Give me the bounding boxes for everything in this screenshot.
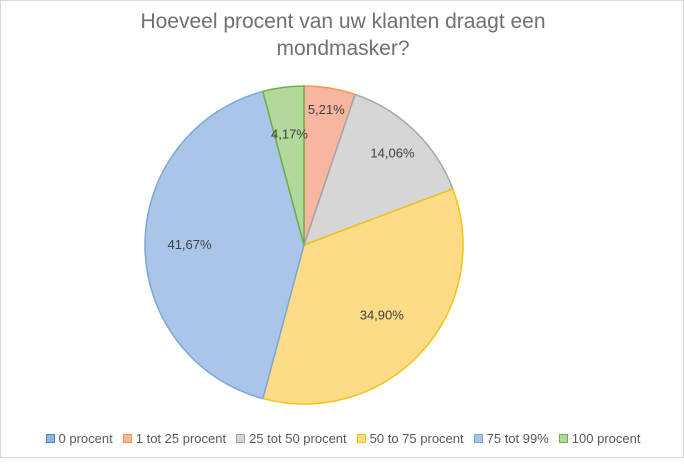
data-label-5: 4,17% [271,127,308,142]
chart-legend: 0 procent 1 tot 25 procent 25 tot 50 proce… [1,431,684,446]
data-label-1: 5,21% [308,102,345,117]
legend-item-0: 0 procent [45,431,113,446]
chart-title-line-1: Hoeveel procent van uw klanten draagt ee… [140,10,546,33]
legend-item-4: 75 tot 99% [473,431,549,446]
pie-slice-5 [261,85,305,246]
legend-label-0: 0 procent [58,431,113,446]
legend-item-3: 50 to 75 procent [356,431,464,446]
pie-slice-3 [261,187,464,405]
legend-swatch-3 [356,434,366,443]
legend-item-2: 25 tot 50 procent [236,431,347,446]
data-label-2: 14,06% [370,146,415,161]
legend-label-2: 25 tot 50 procent [249,431,347,446]
pie-slice-4 [144,90,305,400]
legend-swatch-0 [45,434,55,443]
legend-item-5: 100 procent [558,431,641,446]
legend-label-3: 50 to 75 procent [369,431,464,446]
legend-label-5: 100 procent [571,431,641,446]
pie-slice-2 [302,93,454,247]
data-label-3: 34,90% [360,307,405,322]
legend-swatch-2 [236,434,246,443]
legend-swatch-1 [122,434,132,443]
legend-swatch-4 [473,434,483,443]
legend-label-4: 75 tot 99% [486,431,549,446]
chart-title-line-2: mondmasker? [276,37,410,60]
legend-label-1: 1 tot 25 procent [135,431,227,446]
legend-item-1: 1 tot 25 procent [122,431,227,446]
data-label-4: 41,67% [167,237,212,252]
legend-swatch-5 [558,434,568,443]
